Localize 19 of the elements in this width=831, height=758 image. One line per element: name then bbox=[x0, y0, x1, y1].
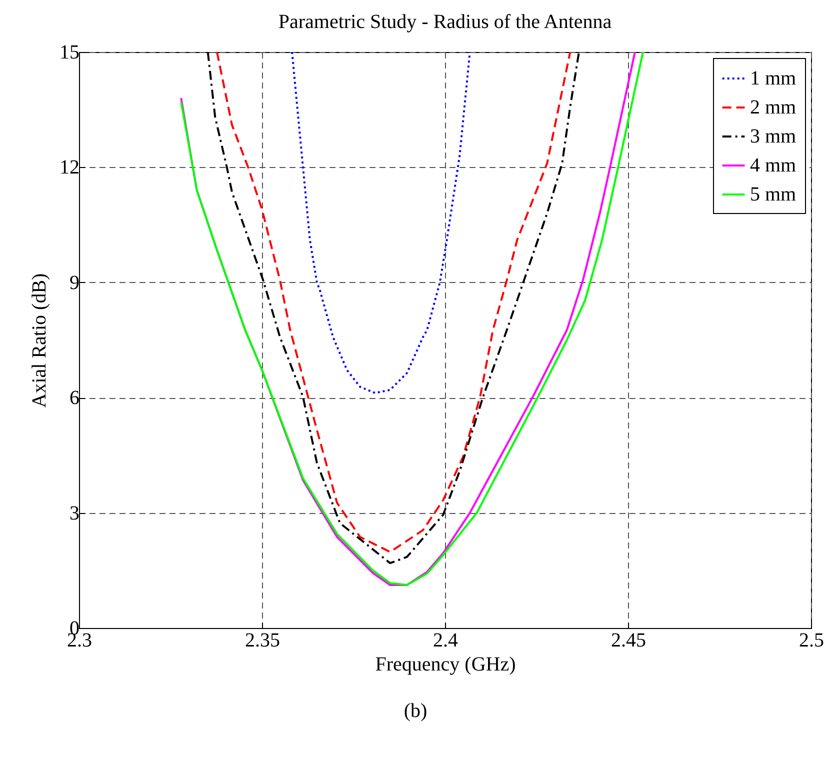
chart-title: Parametric Study - Radius of the Antenna bbox=[278, 11, 612, 33]
y-tick-label: 12 bbox=[60, 156, 80, 179]
y-tick-label: 3 bbox=[70, 502, 80, 524]
legend-label: 5 mm bbox=[750, 184, 797, 206]
x-tick-label: 2.5 bbox=[799, 630, 824, 652]
x-tick-label: 2.45 bbox=[611, 630, 646, 652]
legend-label: 2 mm bbox=[750, 96, 797, 118]
y-tick-label: 6 bbox=[70, 387, 80, 410]
legend-label: 3 mm bbox=[750, 126, 797, 148]
x-axis-title: Frequency (GHz) bbox=[375, 654, 516, 676]
legend-label: 4 mm bbox=[750, 154, 797, 176]
y-axis-title: Axial Ratio (dB) bbox=[28, 273, 50, 408]
x-tick-label: 2.35 bbox=[245, 630, 280, 652]
y-tick-label: 15 bbox=[60, 42, 80, 64]
y-tick-label: 9 bbox=[70, 272, 80, 294]
text: (b) bbox=[402, 700, 428, 723]
x-tick-label: 2.4 bbox=[433, 630, 458, 652]
legend-label: 1 mm bbox=[750, 68, 797, 90]
line-series bbox=[291, 52, 471, 394]
